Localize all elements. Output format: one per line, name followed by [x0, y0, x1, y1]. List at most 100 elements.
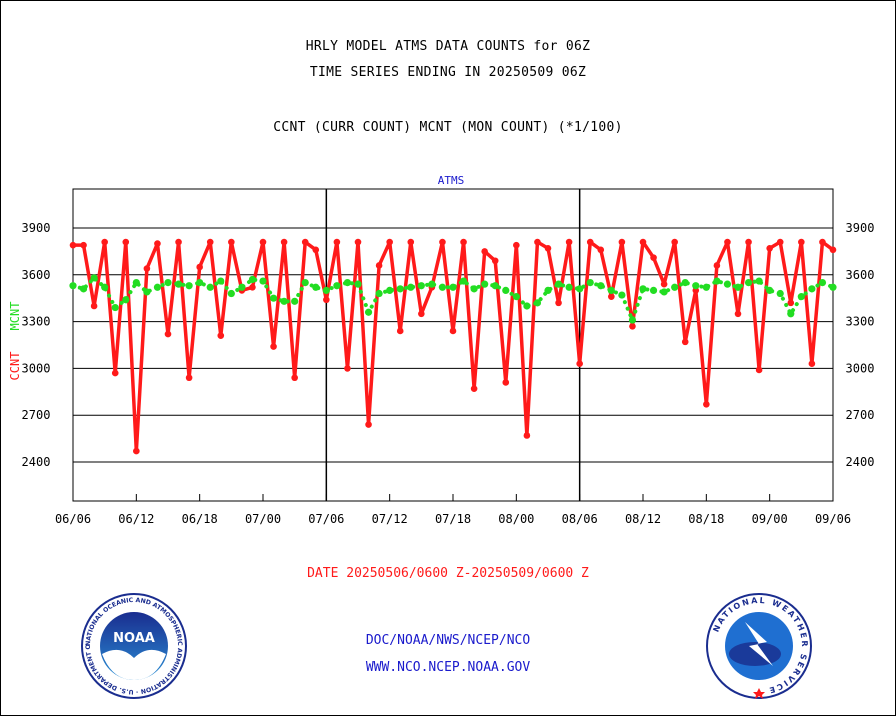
data-point-mcnt [438, 283, 447, 291]
data-point-mcnt [122, 296, 130, 304]
data-point-mcnt [227, 289, 235, 298]
data-point-mcnt [301, 279, 309, 287]
series-line-ccnt [71, 240, 835, 453]
data-point-ccnt [565, 238, 573, 246]
data-point-mcnt [544, 286, 552, 294]
data-point-ccnt [280, 238, 288, 246]
data-point-ccnt [576, 360, 583, 368]
data-point-ccnt [755, 366, 763, 374]
data-point-mcnt [280, 297, 288, 305]
data-point-ccnt [819, 238, 826, 246]
data-point-ccnt [681, 338, 689, 346]
data-point-ccnt [618, 238, 626, 246]
data-point-ccnt [206, 238, 214, 246]
data-point-mcnt [428, 280, 436, 288]
data-point-ccnt [259, 238, 267, 246]
data-point-mcnt [291, 297, 299, 305]
data-point-ccnt [502, 379, 510, 386]
data-point-mcnt [248, 275, 257, 284]
data-point-ccnt [143, 265, 151, 272]
data-point-ccnt [375, 262, 383, 269]
x-tick-label: 07/06 [308, 512, 344, 526]
data-point-mcnt [153, 283, 162, 291]
data-point-mcnt [512, 293, 520, 301]
data-point-ccnt [301, 238, 309, 246]
chart-title: HRLY MODEL ATMS DATA COUNTS for 06Z [305, 39, 591, 54]
data-point-ccnt [629, 322, 636, 330]
data-point-mcnt [755, 277, 763, 285]
data-point-ccnt [69, 241, 77, 249]
data-point-mcnt [375, 289, 383, 298]
data-point-ccnt [555, 299, 562, 307]
chart-subtitle: TIME SERIES ENDING IN 20250509 06Z [309, 65, 587, 80]
x-tick-label: 08/00 [498, 512, 534, 526]
data-point-ccnt [449, 327, 457, 335]
data-point-mcnt [829, 283, 837, 291]
y-tick-label-right: 2400 [846, 455, 875, 469]
data-point-ccnt [544, 244, 552, 252]
data-point-ccnt [228, 238, 235, 246]
data-point-ccnt [481, 248, 488, 255]
data-point-mcnt [576, 285, 584, 293]
data-point-ccnt [734, 310, 742, 318]
y-tick-label-left: 3600 [22, 268, 51, 282]
y-tick-label-right: 2700 [846, 408, 875, 422]
data-point-ccnt [90, 302, 98, 310]
data-point-mcnt [713, 277, 721, 285]
noaa-logo-text: NOAA [113, 631, 155, 646]
data-point-ccnt [491, 257, 499, 265]
data-point-ccnt [639, 238, 647, 246]
data-point-mcnt [354, 280, 362, 288]
data-point-mcnt [766, 286, 774, 294]
data-point-mcnt [734, 283, 742, 291]
y-tick-label-left: 3000 [22, 361, 51, 375]
data-point-mcnt [660, 288, 668, 296]
x-tick-label: 08/12 [625, 512, 661, 526]
data-point-mcnt [217, 277, 225, 285]
data-point-ccnt [470, 385, 478, 392]
data-point-mcnt [597, 282, 605, 290]
data-point-mcnt [639, 285, 647, 293]
y-tick-label-right: 3300 [846, 315, 875, 329]
data-point-ccnt [460, 238, 467, 246]
data-point-ccnt [808, 360, 816, 368]
data-point-ccnt [523, 432, 531, 439]
y-tick-label-left: 2400 [22, 455, 51, 469]
series-ccnt [69, 238, 837, 455]
data-point-ccnt [312, 246, 320, 254]
org-label: DOC/NOAA/NWS/NCEP/NCO [365, 633, 531, 648]
x-tick-label: 07/00 [245, 512, 281, 526]
data-point-mcnt [333, 282, 341, 290]
data-point-ccnt [671, 238, 678, 246]
x-tick-label: 09/00 [752, 512, 788, 526]
x-tick-label: 06/06 [55, 512, 91, 526]
data-point-mcnt [649, 286, 658, 294]
data-point-ccnt [122, 238, 130, 246]
data-point-mcnt [692, 282, 700, 290]
data-point-ccnt [513, 241, 520, 249]
data-point-mcnt [776, 289, 784, 298]
data-point-ccnt [829, 246, 837, 254]
data-point-mcnt [79, 285, 88, 293]
data-point-ccnt [776, 238, 784, 246]
data-point-ccnt [196, 263, 203, 271]
data-point-ccnt [713, 262, 721, 269]
chart-legend-caption: CCNT (CURR COUNT) MCNT (MON COUNT) (*1/1… [273, 120, 623, 135]
website-label: WWW.NCO.NCEP.NOAA.GOV [365, 660, 531, 675]
y-tick-label-left: 2700 [22, 408, 51, 422]
data-point-mcnt [618, 291, 626, 299]
data-point-ccnt [386, 238, 393, 246]
data-point-mcnt [69, 282, 77, 290]
data-point-ccnt [660, 280, 668, 288]
data-point-mcnt [396, 285, 404, 293]
data-point-mcnt [164, 279, 172, 287]
data-point-mcnt [481, 280, 489, 288]
data-point-mcnt [174, 280, 183, 288]
data-point-ccnt [703, 400, 710, 408]
data-point-ccnt [249, 283, 256, 291]
data-point-ccnt [724, 238, 731, 246]
data-point-ccnt [270, 343, 277, 350]
data-point-mcnt [808, 285, 816, 293]
data-point-ccnt [344, 365, 351, 372]
